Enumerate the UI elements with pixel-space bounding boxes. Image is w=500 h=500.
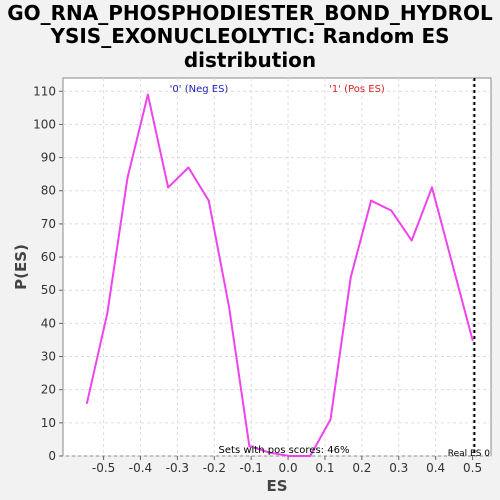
- es-data-point: [431, 186, 433, 188]
- x-tick-label: -0.1: [239, 461, 262, 475]
- es-data-point: [228, 306, 230, 308]
- es-data-point: [350, 276, 352, 278]
- es-data-point: [106, 312, 108, 314]
- chart-title: GO_RNA_PHOSPHODIESTER_BOND_HYDROL YSIS_E…: [7, 1, 493, 72]
- y-tick-label: 20: [41, 383, 56, 397]
- x-axis-label: ES: [266, 477, 287, 495]
- y-tick-label: 110: [33, 84, 56, 98]
- es-data-point: [127, 176, 129, 178]
- es-data-point: [147, 94, 149, 96]
- sets-with-pos-scores-label: Sets with pos scores: 46%: [219, 445, 350, 456]
- es-data-point: [330, 419, 332, 421]
- y-tick-label: 30: [41, 350, 56, 364]
- chart-title-line-1: GO_RNA_PHOSPHODIESTER_BOND_HYDROL: [7, 1, 493, 25]
- x-tick-label: -0.2: [203, 461, 226, 475]
- x-tick-label: 0.2: [352, 461, 371, 475]
- y-tick-label: 90: [41, 151, 56, 165]
- neg-es-label: '0' (Neg ES): [170, 84, 229, 95]
- x-tick-label: 0.5: [463, 461, 482, 475]
- chart-title-line-3: distribution: [184, 48, 316, 72]
- es-data-point: [86, 402, 88, 404]
- real-es-label: Real ES 0: [448, 449, 491, 459]
- pos-es-label: '1' (Pos ES): [329, 84, 385, 95]
- es-data-point: [390, 210, 392, 212]
- y-tick-label: 80: [41, 184, 56, 198]
- x-tick-label: 0.4: [426, 461, 445, 475]
- y-tick-label: 50: [41, 283, 56, 297]
- es-data-point: [208, 200, 210, 202]
- x-tick-label: 0.3: [389, 461, 408, 475]
- es-data-point: [370, 200, 372, 202]
- x-tick-label: -0.3: [166, 461, 189, 475]
- es-data-point: [167, 186, 169, 188]
- y-tick-label: 0: [48, 449, 56, 463]
- y-axis-label: P(ES): [12, 244, 30, 290]
- es-data-point: [411, 239, 413, 241]
- es-data-point: [472, 339, 474, 341]
- plot-area: [63, 78, 491, 456]
- x-tick-label: 0.1: [315, 461, 334, 475]
- y-tick-label: 10: [41, 416, 56, 430]
- es-data-point: [187, 167, 189, 169]
- x-tick-label: 0.0: [279, 461, 298, 475]
- x-tick-label: -0.4: [129, 461, 152, 475]
- y-tick-label: 70: [41, 217, 56, 231]
- es-data-point: [451, 263, 453, 265]
- chart-title-line-2: YSIS_EXONUCLEOLYTIC: Random ES: [49, 24, 449, 48]
- y-tick-label: 40: [41, 316, 56, 330]
- x-tick-label: -0.5: [92, 461, 115, 475]
- y-tick-label: 100: [33, 117, 56, 131]
- y-tick-label: 60: [41, 250, 56, 264]
